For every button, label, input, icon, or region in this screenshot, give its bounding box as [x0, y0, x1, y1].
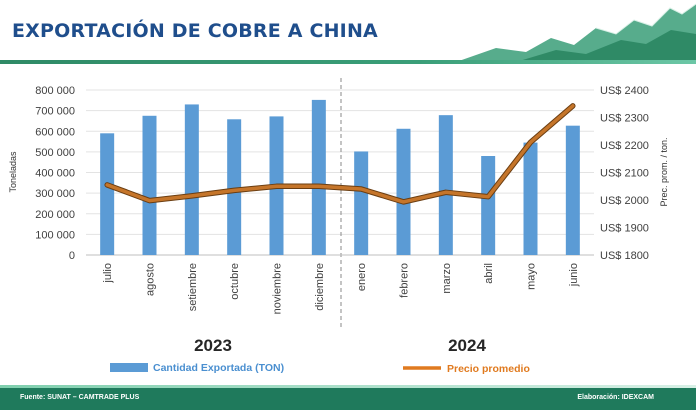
left-tick-label: 200 000 [35, 209, 75, 221]
left-tick-label: 400 000 [35, 168, 75, 180]
right-tick-label: US$ 2000 [600, 195, 649, 207]
bar-diciembre [311, 99, 326, 256]
price-line-path [105, 104, 575, 204]
right-tick-label: US$ 2400 [600, 85, 649, 97]
category-label: diciembre [314, 263, 326, 311]
right-axis-title: Prec. prom. / ton. [659, 137, 669, 206]
left-tick-label: 500 000 [35, 147, 75, 159]
right-axis-ticks: US$ 1800 US$ 1900 US$ 2000 US$ 2100 US$ 2200… [600, 85, 649, 262]
category-label: febrero [399, 263, 411, 298]
category-label: agosto [145, 263, 157, 296]
left-tick-label: 300 000 [35, 188, 75, 200]
price-line [104, 103, 576, 205]
footer-bar: Fuente: SUNAT – CAMTRADE PLUS Elaboració… [0, 388, 696, 410]
category-label: setiembre [187, 263, 199, 311]
category-label: julio [102, 263, 114, 284]
category-labels: julio agosto setiembre octubre noviembre dici… [102, 263, 580, 314]
bar-setiembre [184, 104, 199, 255]
left-tick-label: 800 000 [35, 85, 75, 97]
category-label: octubre [229, 263, 241, 300]
footer-source: Fuente: SUNAT – CAMTRADE PLUS [20, 394, 140, 401]
combo-chart: 0 100 000 200 000 300 000 400 000 500 000 600 … [8, 78, 669, 375]
header-divider [0, 60, 696, 64]
year-label: 2024 [448, 336, 486, 355]
legend-bar-swatch [110, 363, 148, 372]
right-tick-label: US$ 1900 [600, 223, 649, 235]
right-tick-label: US$ 2300 [600, 113, 649, 125]
bar-abril [481, 156, 496, 255]
bar-marzo [438, 115, 453, 255]
category-label: mayo [526, 263, 538, 290]
page-title: EXPORTACIÓN DE COBRE A CHINA [12, 20, 378, 42]
left-tick-label: 600 000 [35, 126, 75, 138]
year-labels: 2023 2024 [194, 336, 486, 355]
category-label: marzo [441, 263, 453, 294]
right-tick-label: US$ 2100 [600, 168, 649, 180]
left-tick-label: 100 000 [35, 229, 75, 241]
bar-enero [354, 151, 369, 255]
footer-stripe [0, 385, 696, 388]
bar-julio [100, 133, 115, 255]
year-label: 2023 [194, 336, 232, 355]
bar-mayo [523, 142, 538, 255]
left-axis-title: Toneladas [8, 151, 18, 193]
left-tick-label: 0 [69, 250, 75, 262]
bar-agosto [142, 115, 157, 255]
right-tick-label: US$ 2200 [600, 140, 649, 152]
bar-febrero [396, 128, 411, 255]
category-label: enero [356, 263, 368, 291]
left-axis-ticks: 0 100 000 200 000 300 000 400 000 500 000 600 … [35, 85, 75, 262]
bar-junio [565, 125, 580, 256]
legend-line-label: Precio promedio [447, 363, 530, 375]
mountain-decoration [456, 3, 696, 62]
legend-bar-label: Cantidad Exportada (TON) [153, 362, 284, 374]
right-tick-label: US$ 1800 [600, 250, 649, 262]
left-tick-label: 700 000 [35, 106, 75, 118]
legend: Cantidad Exportada (TON) Precio promedio [110, 362, 530, 375]
bars [100, 99, 580, 256]
category-label: noviembre [272, 263, 284, 314]
footer-credit: Elaboración: IDEXCAM [577, 394, 654, 401]
bar-octubre [227, 119, 242, 255]
category-label: abril [483, 263, 495, 284]
category-label: junio [568, 263, 580, 287]
